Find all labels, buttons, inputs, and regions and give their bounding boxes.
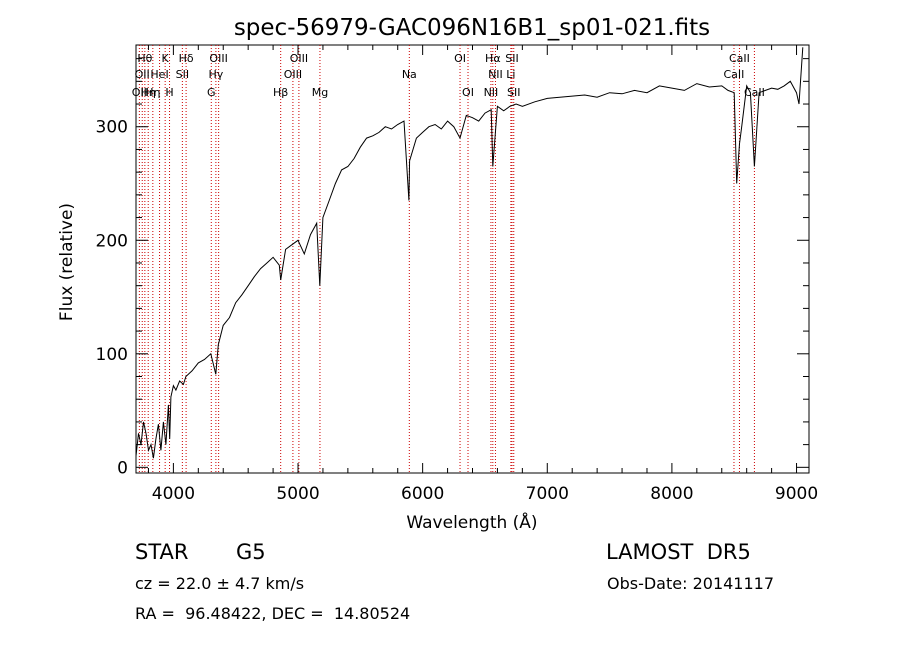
y-tick-label-200: 200: [96, 231, 128, 251]
line-label-15: OIII: [290, 52, 308, 65]
line-label-27: CaII: [729, 52, 750, 65]
line-label-11: Hγ: [208, 68, 223, 81]
line-label-20: NII: [484, 86, 499, 99]
x-tick-label-6000: 6000: [401, 484, 444, 504]
line-label-0: OII: [132, 86, 147, 99]
line-label-21: Hα: [485, 52, 501, 65]
spectrum-line: [135, 47, 804, 459]
line-label-24: SII: [505, 52, 518, 65]
line-label-13: Hβ: [273, 86, 288, 99]
line-label-14: OIII: [284, 68, 302, 81]
line-label-19: OI: [462, 86, 474, 99]
plot-frame: [135, 44, 810, 474]
x-tick-label-4000: 4000: [152, 484, 195, 504]
object-subclass: G5: [236, 540, 266, 564]
chart-title: spec-56979-GAC096N16B1_sp01-021.fits: [234, 15, 710, 41]
line-label-6: K: [162, 52, 170, 65]
y-axis-ticks: 0 100 200 300: [96, 58, 809, 478]
object-class: STAR: [135, 540, 189, 564]
line-label-4: Hη: [145, 86, 160, 99]
line-label-26: CaII: [724, 68, 745, 81]
line-label-3: Hη: [141, 86, 156, 99]
y-tick-label-100: 100: [96, 345, 128, 365]
x-tick-label-5000: 5000: [276, 484, 319, 504]
obs-date-text: Obs-Date: 20141117: [607, 574, 775, 593]
coordinates-text: RA = 96.48422, DEC = 14.80524: [135, 604, 411, 623]
line-label-7: H: [165, 86, 173, 99]
line-label-25: SII: [507, 86, 520, 99]
line-label-1: OII: [135, 68, 150, 81]
x-tick-label-9000: 9000: [775, 484, 818, 504]
line-label-2: Hθ: [137, 52, 152, 65]
line-label-9: Hδ: [179, 52, 194, 65]
x-axis-ticks: 4000 5000 6000 7000 8000 9000: [147, 45, 818, 504]
line-label-8: SII: [176, 68, 189, 81]
survey-name: LAMOST DR5: [606, 540, 751, 564]
x-tick-label-7000: 7000: [526, 484, 569, 504]
line-label-10: G: [207, 86, 216, 99]
y-tick-label-300: 300: [96, 118, 128, 138]
line-label-5: HeI: [150, 68, 168, 81]
y-axis-label: Flux (relative): [57, 203, 77, 321]
spectral-line-markers: [138, 45, 755, 473]
line-label-28: CaII: [744, 86, 765, 99]
line-label-17: Na: [402, 68, 417, 81]
line-label-22: NII: [488, 68, 503, 81]
x-axis-label: Wavelength (Å): [406, 511, 537, 533]
line-label-18: OI: [454, 52, 466, 65]
redshift-text: cz = 22.0 ± 4.7 km/s: [135, 574, 305, 593]
line-label-12: OIII: [209, 52, 227, 65]
spectral-line-labels: OIIOIIHθHηHηHeIKHSIIHδGHγOIIIHβOIIIOIIIM…: [132, 52, 765, 99]
line-label-23: Li: [506, 68, 515, 81]
line-label-16: Mg: [312, 86, 328, 99]
y-tick-label-0: 0: [117, 458, 128, 478]
x-tick-label-8000: 8000: [650, 484, 693, 504]
